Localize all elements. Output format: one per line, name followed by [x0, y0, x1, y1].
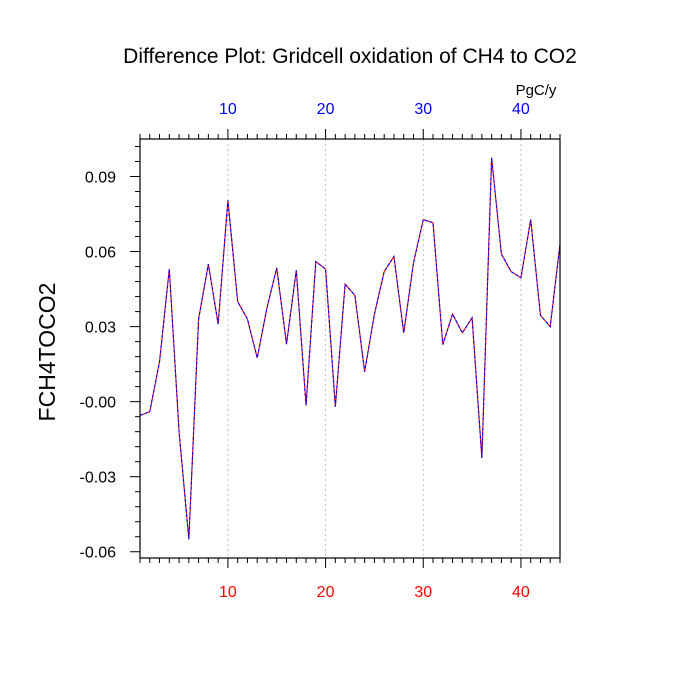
y-tick-label--0.00: -0.00	[80, 395, 117, 412]
data-point-40	[520, 277, 521, 278]
data-point-4	[169, 268, 170, 269]
series-line-blue-dashed	[139, 157, 561, 540]
data-point-3	[159, 361, 160, 362]
y-tick-label-0.06: 0.06	[85, 245, 116, 262]
data-point-33	[452, 314, 453, 315]
grid-lines	[227, 139, 522, 558]
y-axis-label: FCH4TOCO2	[34, 283, 60, 422]
data-point-18	[305, 405, 306, 406]
data-series	[139, 157, 561, 540]
x-tick-label-top-20: 20	[317, 101, 335, 118]
data-point-30	[423, 219, 424, 220]
chart-title: Difference Plot: Gridcell oxidation of C…	[123, 45, 577, 68]
data-point-37	[491, 157, 492, 158]
data-point-43	[550, 326, 551, 327]
data-point-15	[276, 267, 277, 268]
data-point-11	[237, 301, 238, 302]
data-point-35	[471, 317, 472, 318]
data-point-24	[364, 371, 365, 372]
data-point-39	[511, 271, 512, 272]
data-point-29	[413, 262, 414, 263]
data-point-31	[432, 222, 433, 223]
x-tick-label-bottom-10: 10	[219, 584, 237, 601]
data-point-34	[462, 332, 463, 333]
data-point-10	[227, 200, 228, 201]
data-point-42	[540, 315, 541, 316]
plot-frame	[139, 138, 561, 559]
x-tick-label-top-10: 10	[219, 101, 237, 118]
data-point-28	[403, 332, 404, 333]
axis-ticks	[130, 129, 561, 568]
y-tick-label-0.09: 0.09	[85, 170, 116, 187]
x-tick-label-bottom-30: 30	[414, 584, 432, 601]
data-point-7	[198, 319, 199, 320]
data-point-12	[247, 319, 248, 320]
data-point-20	[325, 268, 326, 269]
data-point-16	[286, 344, 287, 345]
data-point-22	[345, 283, 346, 284]
tick-labels: -0.06 -0.03 -0.00 0.03 0.06 0.09 10 10 20 20 30 30 4…	[80, 101, 530, 601]
data-point-19	[315, 261, 316, 262]
data-point-27	[393, 256, 394, 257]
data-point-8	[208, 263, 209, 264]
x-tick-label-top-40: 40	[512, 101, 530, 118]
data-point-6	[188, 539, 189, 540]
data-point-23	[354, 295, 355, 296]
y-tick-label-0.03: 0.03	[85, 320, 116, 337]
data-point-14	[266, 307, 267, 308]
data-point-32	[442, 344, 443, 345]
x-tick-label-bottom-20: 20	[317, 584, 335, 601]
y-tick-label--0.03: -0.03	[80, 470, 117, 487]
data-point-26	[384, 271, 385, 272]
data-point-36	[481, 457, 482, 458]
data-point-9	[218, 324, 219, 325]
data-point-2	[149, 411, 150, 412]
data-point-5	[178, 431, 179, 432]
units-label: PgC/y	[516, 82, 557, 99]
data-point-25	[374, 314, 375, 315]
x-tick-label-bottom-40: 40	[512, 584, 530, 601]
data-point-17	[296, 270, 297, 271]
data-point-21	[335, 406, 336, 407]
data-point-41	[530, 219, 531, 220]
y-tick-label--0.06: -0.06	[80, 545, 117, 562]
data-point-38	[501, 253, 502, 254]
x-tick-label-top-30: 30	[414, 101, 432, 118]
data-point-13	[257, 357, 258, 358]
